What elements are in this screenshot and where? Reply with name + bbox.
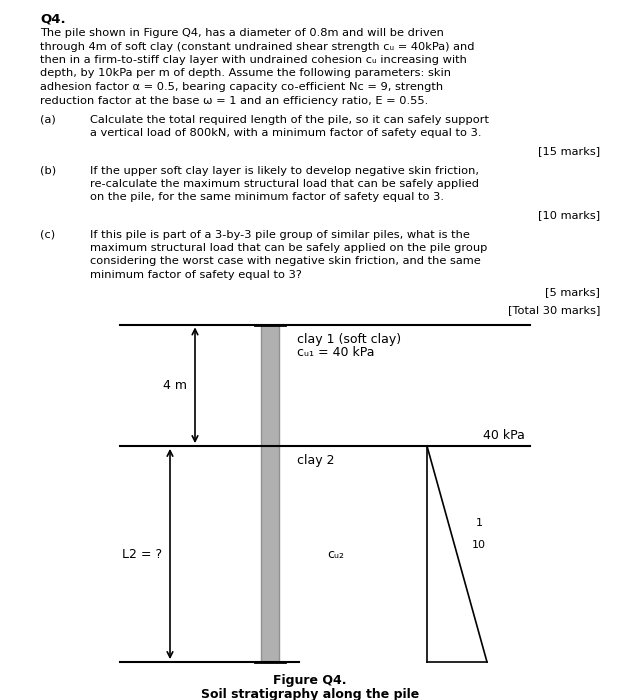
Text: Soil stratigraphy along the pile: Soil stratigraphy along the pile [201,688,419,700]
Text: a vertical load of 800kN, with a minimum factor of safety equal to 3.: a vertical load of 800kN, with a minimum… [90,129,481,139]
Text: maximum structural load that can be safely applied on the pile group: maximum structural load that can be safe… [90,243,487,253]
Text: cᵤ₂: cᵤ₂ [327,547,344,561]
Text: reduction factor at the base ω = 1 and an efficiency ratio, E = 0.55.: reduction factor at the base ω = 1 and a… [40,95,428,106]
Text: adhesion factor α = 0.5, bearing capacity co-efficient Nc = 9, strength: adhesion factor α = 0.5, bearing capacit… [40,82,443,92]
Text: (a): (a) [40,115,56,125]
Text: 4 m: 4 m [163,379,187,392]
Text: (c): (c) [40,230,55,239]
Text: minimum factor of safety equal to 3?: minimum factor of safety equal to 3? [90,270,302,280]
Text: 10: 10 [472,540,486,550]
Text: If the upper soft clay layer is likely to develop negative skin friction,: If the upper soft clay layer is likely t… [90,165,479,176]
Text: clay 2: clay 2 [297,454,335,467]
Text: Figure Q4.: Figure Q4. [273,674,347,687]
Text: Calculate the total required length of the pile, so it can safely support: Calculate the total required length of t… [90,115,489,125]
Text: [15 marks]: [15 marks] [538,146,600,156]
Text: depth, by 10kPa per m of depth. Assume the following parameters: skin: depth, by 10kPa per m of depth. Assume t… [40,69,451,78]
Text: cᵤ₁ = 40 kPa: cᵤ₁ = 40 kPa [297,346,374,360]
Text: then in a firm-to-stiff clay layer with undrained cohesion cᵤ increasing with: then in a firm-to-stiff clay layer with … [40,55,467,65]
Text: If this pile is part of a 3-by-3 pile group of similar piles, what is the: If this pile is part of a 3-by-3 pile gr… [90,230,470,239]
Text: The pile shown in Figure Q4, has a diameter of 0.8m and will be driven: The pile shown in Figure Q4, has a diame… [40,28,444,38]
Text: considering the worst case with negative skin friction, and the same: considering the worst case with negative… [90,256,481,267]
Text: [5 marks]: [5 marks] [545,288,600,298]
Text: clay 1 (soft clay): clay 1 (soft clay) [297,332,401,346]
Text: re-calculate the maximum structural load that can be safely applied: re-calculate the maximum structural load… [90,179,479,189]
Text: Q4.: Q4. [40,12,66,25]
Text: [Total 30 marks]: [Total 30 marks] [507,305,600,315]
Text: on the pile, for the same minimum factor of safety equal to 3.: on the pile, for the same minimum factor… [90,193,444,202]
Text: 1: 1 [476,518,483,528]
Text: [10 marks]: [10 marks] [538,210,600,220]
Text: 40 kPa: 40 kPa [483,429,525,442]
Bar [261,325,279,662]
Text: through 4m of soft clay (constant undrained shear strength cᵤ = 40kPa) and: through 4m of soft clay (constant undrai… [40,41,474,52]
Text: (b): (b) [40,165,56,176]
Text: L2 = ?: L2 = ? [122,547,162,561]
